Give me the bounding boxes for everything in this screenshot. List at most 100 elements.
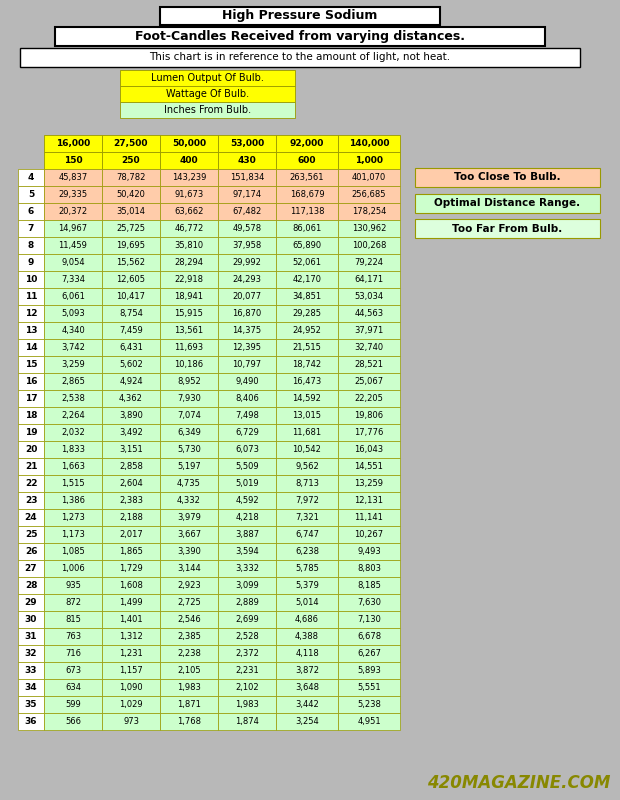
FancyBboxPatch shape xyxy=(276,577,338,594)
Text: 815: 815 xyxy=(65,615,81,624)
FancyBboxPatch shape xyxy=(160,305,218,322)
FancyBboxPatch shape xyxy=(44,339,102,356)
Text: 3,254: 3,254 xyxy=(295,717,319,726)
FancyBboxPatch shape xyxy=(44,560,102,577)
FancyBboxPatch shape xyxy=(18,662,44,679)
Text: 2,538: 2,538 xyxy=(61,394,85,403)
Text: 7,334: 7,334 xyxy=(61,275,85,284)
Text: 12,395: 12,395 xyxy=(232,343,262,352)
FancyBboxPatch shape xyxy=(160,169,218,186)
FancyBboxPatch shape xyxy=(338,322,400,339)
FancyBboxPatch shape xyxy=(18,509,44,526)
FancyBboxPatch shape xyxy=(218,543,276,560)
Text: 5,014: 5,014 xyxy=(295,598,319,607)
FancyBboxPatch shape xyxy=(102,169,160,186)
FancyBboxPatch shape xyxy=(338,611,400,628)
FancyBboxPatch shape xyxy=(338,441,400,458)
FancyBboxPatch shape xyxy=(160,339,218,356)
FancyBboxPatch shape xyxy=(160,322,218,339)
FancyBboxPatch shape xyxy=(218,560,276,577)
FancyBboxPatch shape xyxy=(44,543,102,560)
Text: 11,141: 11,141 xyxy=(355,513,383,522)
Text: 9: 9 xyxy=(28,258,34,267)
Text: 6,061: 6,061 xyxy=(61,292,85,301)
Text: 7,321: 7,321 xyxy=(295,513,319,522)
Text: 1,768: 1,768 xyxy=(177,717,201,726)
Text: 2,238: 2,238 xyxy=(177,649,201,658)
FancyBboxPatch shape xyxy=(44,611,102,628)
Text: 28,521: 28,521 xyxy=(355,360,384,369)
Text: 7,459: 7,459 xyxy=(119,326,143,335)
Text: 33: 33 xyxy=(25,666,37,675)
FancyBboxPatch shape xyxy=(160,662,218,679)
FancyBboxPatch shape xyxy=(276,662,338,679)
Text: 30: 30 xyxy=(25,615,37,624)
FancyBboxPatch shape xyxy=(102,237,160,254)
FancyBboxPatch shape xyxy=(338,220,400,237)
Text: 1,085: 1,085 xyxy=(61,547,85,556)
FancyBboxPatch shape xyxy=(102,186,160,203)
FancyBboxPatch shape xyxy=(18,424,44,441)
Text: 2,105: 2,105 xyxy=(177,666,201,675)
FancyBboxPatch shape xyxy=(338,237,400,254)
FancyBboxPatch shape xyxy=(120,86,295,102)
FancyBboxPatch shape xyxy=(160,186,218,203)
Text: 5,893: 5,893 xyxy=(357,666,381,675)
Text: 2,546: 2,546 xyxy=(177,615,201,624)
FancyBboxPatch shape xyxy=(18,373,44,390)
FancyBboxPatch shape xyxy=(102,645,160,662)
FancyBboxPatch shape xyxy=(160,628,218,645)
Text: 16,870: 16,870 xyxy=(232,309,262,318)
FancyBboxPatch shape xyxy=(160,152,218,169)
FancyBboxPatch shape xyxy=(338,492,400,509)
FancyBboxPatch shape xyxy=(218,696,276,713)
FancyBboxPatch shape xyxy=(276,169,338,186)
Text: 4,592: 4,592 xyxy=(235,496,259,505)
Text: 100,268: 100,268 xyxy=(352,241,386,250)
Text: 1,833: 1,833 xyxy=(61,445,85,454)
FancyBboxPatch shape xyxy=(44,254,102,271)
Text: 7,130: 7,130 xyxy=(357,615,381,624)
Text: 168,679: 168,679 xyxy=(290,190,324,199)
Text: 20,077: 20,077 xyxy=(232,292,262,301)
Text: 2,383: 2,383 xyxy=(119,496,143,505)
Text: 140,000: 140,000 xyxy=(348,139,389,148)
FancyBboxPatch shape xyxy=(18,339,44,356)
Text: 420MAGAZINE.COM: 420MAGAZINE.COM xyxy=(427,774,610,792)
FancyBboxPatch shape xyxy=(44,645,102,662)
FancyBboxPatch shape xyxy=(160,7,440,25)
FancyBboxPatch shape xyxy=(18,407,44,424)
Text: 3,151: 3,151 xyxy=(119,445,143,454)
FancyBboxPatch shape xyxy=(120,70,295,86)
Text: 6,747: 6,747 xyxy=(295,530,319,539)
FancyBboxPatch shape xyxy=(338,577,400,594)
Text: 3,979: 3,979 xyxy=(177,513,201,522)
Text: 29,285: 29,285 xyxy=(293,309,322,318)
FancyBboxPatch shape xyxy=(338,696,400,713)
Text: Wattage Of Bulb.: Wattage Of Bulb. xyxy=(166,89,249,99)
FancyBboxPatch shape xyxy=(44,577,102,594)
FancyBboxPatch shape xyxy=(44,305,102,322)
FancyBboxPatch shape xyxy=(218,594,276,611)
Text: 27,500: 27,500 xyxy=(113,139,148,148)
Text: 14,375: 14,375 xyxy=(232,326,262,335)
FancyBboxPatch shape xyxy=(160,509,218,526)
Text: 34: 34 xyxy=(25,683,37,692)
Text: 4,332: 4,332 xyxy=(177,496,201,505)
Text: 5: 5 xyxy=(28,190,34,199)
FancyBboxPatch shape xyxy=(276,696,338,713)
Text: 5,551: 5,551 xyxy=(357,683,381,692)
FancyBboxPatch shape xyxy=(218,662,276,679)
Text: 16,473: 16,473 xyxy=(293,377,322,386)
FancyBboxPatch shape xyxy=(44,492,102,509)
Text: 935: 935 xyxy=(65,581,81,590)
Text: 17: 17 xyxy=(25,394,37,403)
Text: 20: 20 xyxy=(25,445,37,454)
Text: 7: 7 xyxy=(28,224,34,233)
FancyBboxPatch shape xyxy=(338,475,400,492)
Text: 79,224: 79,224 xyxy=(355,258,384,267)
FancyBboxPatch shape xyxy=(276,373,338,390)
FancyBboxPatch shape xyxy=(44,135,102,152)
Text: Foot-Candles Received from varying distances.: Foot-Candles Received from varying dista… xyxy=(135,30,465,43)
FancyBboxPatch shape xyxy=(44,152,102,169)
